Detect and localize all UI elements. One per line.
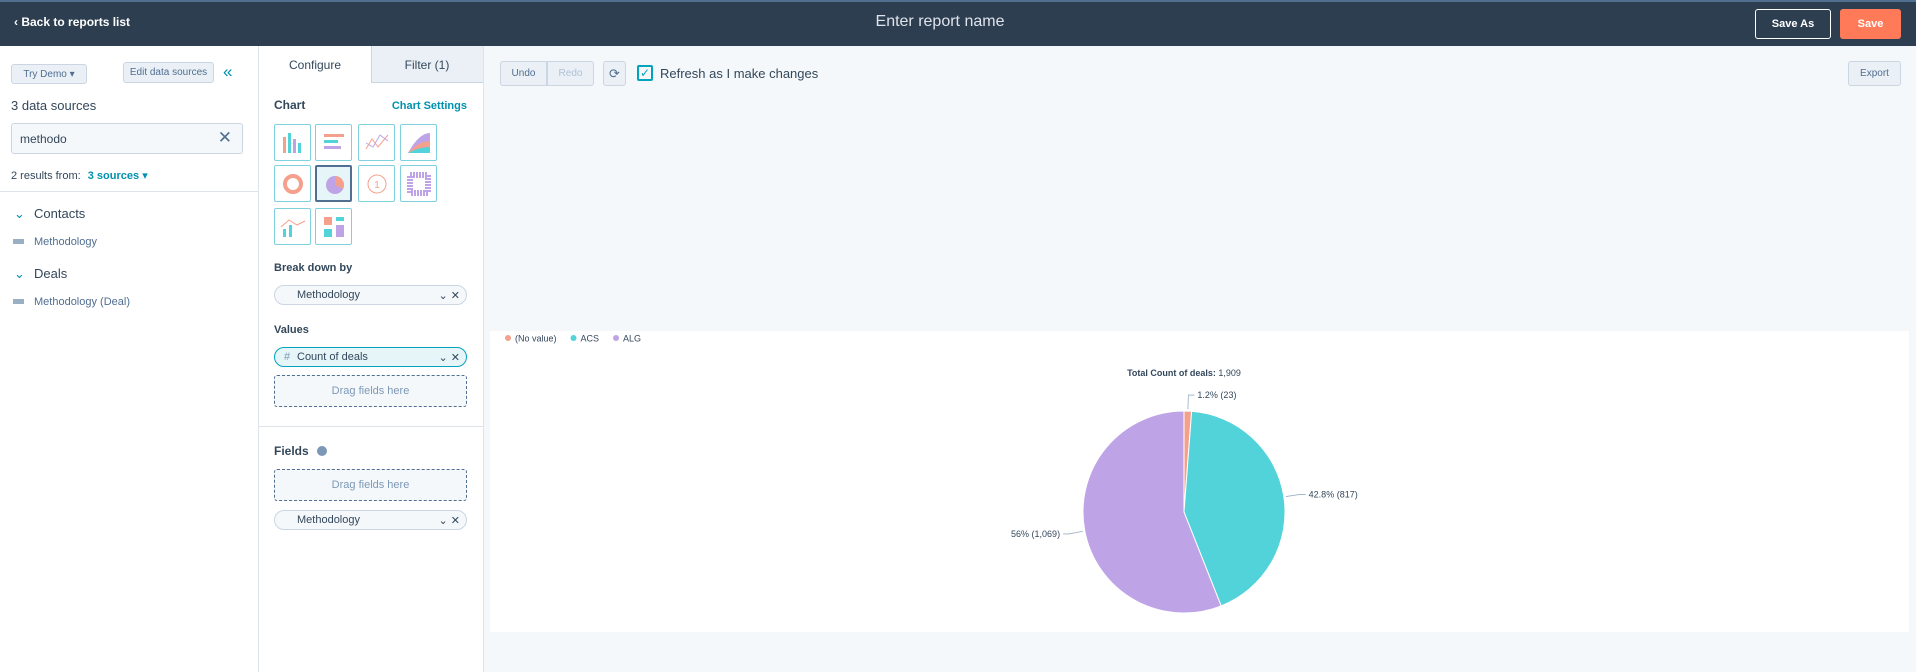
chart-type-button[interactable] [400, 124, 437, 161]
save-button[interactable]: Save [1840, 9, 1901, 39]
pill-text: Count of deals [297, 351, 368, 363]
legend-swatch [613, 335, 620, 341]
divider [483, 46, 484, 672]
tab[interactable]: Configure [288, 58, 342, 72]
clear-icon[interactable]: ✕ [217, 128, 232, 147]
pie-slice [1082, 410, 1222, 614]
field-pill[interactable]: Methodology ⌄ ✕ [274, 510, 467, 530]
sources-link[interactable]: 3 sources [87, 170, 140, 182]
heading-text: Fields [274, 444, 309, 458]
chart-type-button[interactable] [315, 124, 352, 161]
chart-type-button[interactable] [358, 124, 395, 161]
section-heading: Values [274, 324, 309, 336]
top-bar [0, 0, 1916, 46]
label-line [1285, 494, 1306, 497]
search-input[interactable]: methodo ✕ [11, 123, 243, 154]
svg-text:1: 1 [374, 180, 380, 191]
text-icon [13, 239, 24, 244]
chevron: ⌄ [14, 266, 25, 281]
edit-sources-button[interactable]: Edit data sources [123, 62, 214, 83]
divider [259, 426, 483, 427]
refresh-button[interactable]: ⟳ [603, 61, 626, 86]
chart: (No value) ACS ALG Total Count of deals: 1,… [505, 334, 1358, 614]
pill-text: Methodology [297, 289, 360, 301]
pill-text: Methodology [297, 514, 360, 526]
report-name[interactable]: Enter report name [875, 13, 1005, 30]
tab-bg [371, 46, 483, 83]
redo-button[interactable]: Redo [547, 61, 594, 86]
data-label: 42.8% (817) [1309, 489, 1358, 499]
field-item[interactable]: Methodology (Deal) [34, 296, 130, 308]
results-info: 2 results from: 3 sources ▾ [11, 170, 148, 182]
pie-slice [1183, 410, 1286, 607]
chart-type-button[interactable] [315, 165, 352, 202]
divider [258, 46, 259, 672]
divider [0, 191, 258, 192]
total-label: Total Count of deals: [1127, 368, 1218, 378]
drop-zone[interactable]: Drag fields here [274, 375, 467, 407]
data-label: 1.2% (23) [1197, 390, 1236, 400]
checkbox[interactable]: ✓ [637, 65, 653, 81]
chevron: ⌄ [14, 206, 25, 221]
try-demo-button[interactable]: Try Demo ▾ [11, 64, 87, 84]
section-heading: Chart [274, 98, 306, 112]
label: Try Demo [23, 68, 67, 80]
legend-label: ALG [623, 334, 641, 344]
save-as-button[interactable]: Save As [1755, 9, 1831, 39]
chart-type-button[interactable] [315, 208, 352, 245]
total: Total Count of deals: 1,909 [1127, 368, 1241, 378]
chart-type-button[interactable] [274, 124, 311, 161]
label-line [1063, 530, 1083, 535]
search-text: methodo [20, 132, 67, 146]
data-label: 56% (1,069) [1011, 529, 1060, 539]
chart-type-button[interactable]: 1 [358, 165, 395, 202]
total-value: 1,909 [1218, 368, 1241, 378]
chart-settings-link[interactable]: Chart Settings [391, 100, 467, 112]
results-prefix: 2 results from: [11, 170, 81, 182]
export-button[interactable]: Export [1848, 61, 1901, 86]
field-item[interactable]: Methodology [34, 236, 97, 248]
checkbox-label[interactable]: Refresh as I make changes [660, 66, 819, 81]
chart-type-button[interactable] [274, 208, 311, 245]
back-text: Back to reports list [21, 15, 131, 29]
legend-label: (No value) [515, 334, 557, 344]
section-heading: Break down by [274, 262, 353, 274]
chart-type-button[interactable] [400, 165, 437, 202]
label-line [1187, 394, 1195, 410]
group-name[interactable]: Deals [34, 266, 68, 281]
legend-swatch [570, 335, 577, 341]
tab[interactable]: Filter (1) [404, 58, 450, 72]
field-pill[interactable]: # Count of deals ⌄ ✕ [274, 347, 467, 367]
group-name[interactable]: Contacts [34, 206, 86, 221]
text-icon [13, 299, 24, 304]
collapse-icon[interactable]: « [223, 62, 233, 81]
chart-type-button[interactable] [274, 165, 311, 202]
undo-button[interactable]: Undo [500, 61, 547, 86]
legend-swatch [505, 335, 511, 341]
sources-count: 3 data sources [11, 98, 97, 113]
drop-zone[interactable]: Drag fields here [274, 469, 467, 501]
field-pill[interactable]: Methodology ⌄ ✕ [274, 285, 467, 305]
legend-label: ACS [581, 334, 600, 344]
section-heading: Fields [274, 444, 328, 458]
back-link[interactable]: ‹ Back to reports list [14, 15, 131, 29]
